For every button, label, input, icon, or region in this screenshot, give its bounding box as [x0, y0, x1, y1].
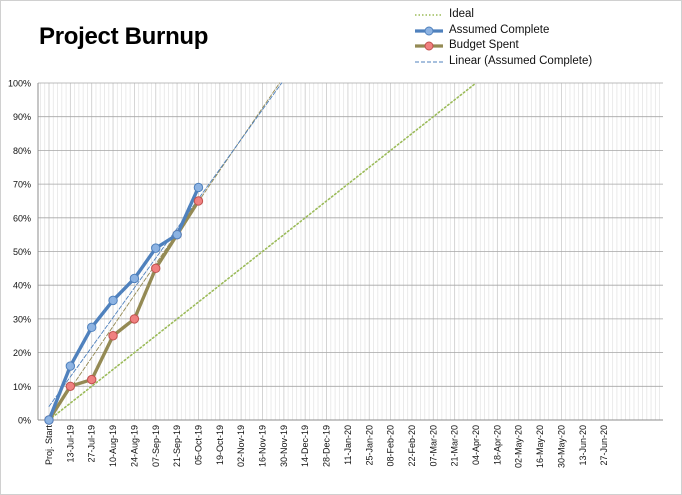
x-tick-label: 05-Oct-19: [193, 425, 203, 465]
assumed-complete-point: [172, 229, 182, 240]
x-tick-label: 10-Aug-19: [108, 425, 118, 467]
assumed-complete-point: [87, 322, 97, 333]
x-tick-label: 27-Jun-20: [599, 425, 609, 466]
x-tick-label: 13-Jun-20: [578, 425, 588, 466]
x-tick-label: 18-Apr-20: [492, 425, 502, 465]
legend-swatch-budget-spent: [415, 41, 443, 51]
y-tick-label: 40%: [13, 281, 31, 291]
x-tick-label: 21-Sep-19: [172, 425, 182, 467]
legend-swatch-linear: [415, 61, 443, 62]
assumed-complete-point: [129, 273, 140, 284]
x-tick-label: 30-May-20: [556, 425, 566, 468]
x-tick-label: 13-Jul-19: [65, 425, 75, 463]
budget-spent-point: [193, 196, 204, 206]
y-tick-label: 70%: [13, 180, 31, 190]
y-tick-label: 20%: [13, 348, 31, 358]
budget-trend-line: [48, 82, 281, 421]
budget-spent-point: [108, 331, 118, 341]
x-tick-label: 08-Feb-20: [386, 425, 396, 467]
legend-label-ideal: Ideal: [449, 8, 474, 20]
x-tick-label: 21-Mar-20: [450, 425, 460, 467]
legend-swatch-ideal: [415, 14, 443, 16]
x-tick-label: Proj. Start: [44, 425, 54, 466]
x-tick-label: 22-Feb-20: [407, 425, 417, 467]
y-tick-label: 60%: [13, 213, 31, 223]
assumed-complete-point: [151, 243, 161, 253]
budget-spent-point: [87, 374, 97, 385]
y-tick-label: 100%: [8, 79, 31, 89]
chart-title: Project Burnup: [39, 23, 209, 50]
x-tick-label: 25-Jan-20: [364, 425, 374, 466]
x-tick-label: 24-Aug-19: [129, 425, 139, 467]
x-tick-label: 16-May-20: [535, 425, 545, 468]
x-tick-label: 11-Jan-20: [343, 425, 353, 465]
budget-spent-point: [65, 381, 76, 391]
y-tick-label: 80%: [13, 146, 31, 156]
y-tick-label: 50%: [13, 247, 31, 257]
assumed-complete-point: [65, 361, 76, 371]
linear-assumed-complete-line: [48, 82, 283, 407]
y-tick-label: 90%: [13, 112, 31, 122]
assumed-complete-point: [44, 415, 54, 425]
legend-swatch-assumed-complete: [415, 26, 443, 35]
assumed-complete-point: [193, 182, 204, 193]
legend-label-budget-spent: Budget Spent: [449, 39, 519, 51]
x-tick-label: 04-Apr-20: [471, 425, 481, 465]
x-tick-label: 28-Dec-19: [322, 425, 332, 467]
legend-label-assumed-complete: Assumed Complete: [449, 23, 550, 36]
x-tick-label: 07-Mar-20: [428, 425, 438, 467]
assumed-complete-point: [108, 295, 118, 306]
ideal-line: [48, 82, 477, 421]
budget-spent-point: [151, 263, 161, 274]
x-tick-label: 19-Oct-19: [215, 425, 225, 465]
x-tick-label: 30-Nov-19: [279, 425, 289, 467]
y-tick-label: 30%: [13, 314, 31, 324]
x-tick-label: 16-Nov-19: [258, 425, 268, 467]
x-tick-label: 07-Sep-19: [151, 425, 161, 467]
x-tick-label: 27-Jul-19: [87, 425, 97, 463]
x-tick-label: 02-May-20: [514, 425, 524, 468]
y-tick-label: 10%: [13, 382, 31, 392]
budget-spent-point: [129, 314, 140, 324]
x-tick-label: 02-Nov-19: [236, 425, 246, 467]
y-tick-label: 0%: [18, 416, 31, 426]
x-tick-label: 14-Dec-19: [300, 425, 310, 467]
legend-label-linear-assumed-complete: Linear (Assumed Complete): [449, 54, 593, 67]
